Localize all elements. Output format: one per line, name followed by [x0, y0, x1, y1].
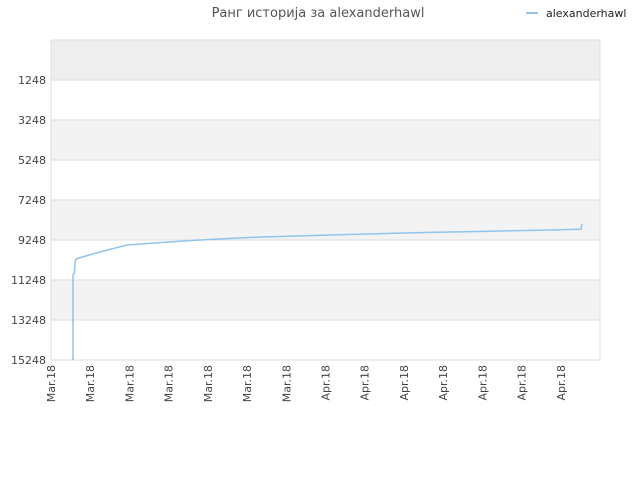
x-tick-label: Mar.18: [163, 365, 176, 402]
x-tick-label: Apr.18: [437, 365, 450, 401]
x-tick-label: Apr.18: [320, 365, 333, 401]
plot-frame: [50, 39, 601, 361]
x-tick-label: Apr.18: [516, 365, 529, 401]
chart-title: Ранг историја за alexanderhawl: [212, 6, 425, 21]
plot-band: [51, 120, 600, 160]
plot-bands: [51, 40, 600, 360]
x-tick-label: Apr.18: [359, 365, 372, 401]
y-tick-label: 3248: [18, 114, 46, 127]
x-tick-label: Mar.18: [123, 365, 136, 402]
x-tick-label: Apr.18: [398, 365, 411, 401]
y-tick-label: 1248: [18, 74, 46, 87]
series-lines: [72, 223, 583, 360]
legend-label: alexanderhawl: [546, 7, 626, 20]
plot-band: [51, 240, 600, 280]
plot-band: [51, 80, 600, 120]
x-tick-label: Mar.18: [84, 365, 97, 402]
y-axis-ticks: 1248 3248 5248 7248 9248 11248 13248 15248: [11, 74, 46, 367]
x-tick-label: Apr.18: [476, 365, 489, 401]
y-tick-label: 5248: [18, 154, 46, 167]
plot-band: [51, 280, 600, 320]
y-tick-label: 13248: [11, 314, 46, 327]
y-tick-label: 9248: [18, 234, 46, 247]
legend: alexanderhawl: [526, 7, 626, 20]
x-tick-label: Apr.18: [555, 365, 568, 401]
x-tick-label: Mar.18: [241, 365, 254, 402]
y-tick-label: 11248: [11, 274, 46, 287]
series-line: [72, 223, 583, 360]
y-tick-label: 7248: [18, 194, 46, 207]
plot-band: [51, 160, 600, 200]
plot-band: [51, 40, 600, 80]
plot-band: [51, 320, 600, 360]
x-tick-label: Mar.18: [280, 365, 293, 402]
y-tick-label: 15248: [11, 354, 46, 367]
x-axis-ticks: Mar.18 Mar.18 Mar.18 Mar.18 Mar.18 Mar.18 Mar.…: [45, 365, 568, 402]
x-tick-label: Mar.18: [202, 365, 215, 402]
plot-band: [51, 200, 600, 240]
x-tick-label: Mar.18: [45, 365, 58, 402]
